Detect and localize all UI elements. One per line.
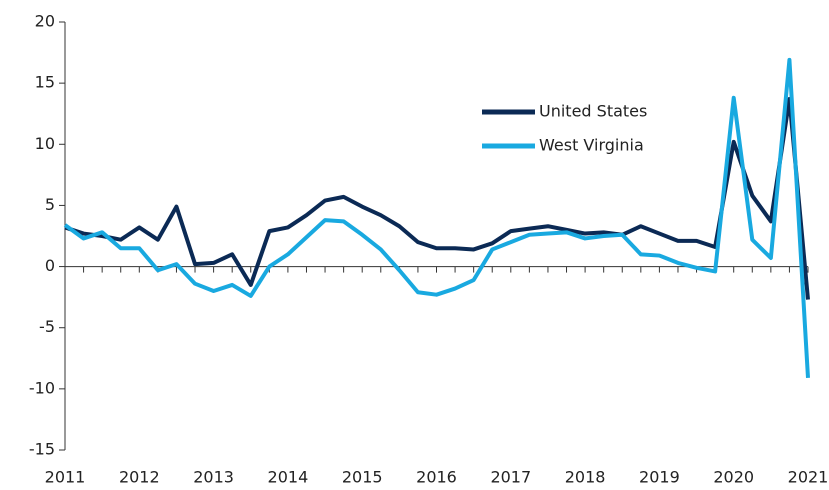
- series-line: [63, 57, 810, 378]
- y-tick-label: 0: [45, 256, 55, 275]
- x-tick-label: 2016: [416, 468, 457, 487]
- x-tick-label: 2014: [268, 468, 309, 487]
- x-tick-label: 2018: [565, 468, 606, 487]
- legend-label: United States: [539, 102, 647, 121]
- y-tick-label: 5: [45, 195, 55, 214]
- y-tick-label: 20: [35, 12, 55, 31]
- x-tick-label: 2012: [119, 468, 160, 487]
- y-tick-label: -15: [29, 440, 55, 459]
- y-tick-label: 15: [35, 73, 55, 92]
- legend-label: West Virginia: [539, 136, 644, 155]
- y-tick-label: -5: [39, 317, 55, 336]
- y-tick-label: 10: [35, 134, 55, 153]
- y-tick-label: -10: [29, 378, 55, 397]
- x-tick-label: 2015: [342, 468, 383, 487]
- x-tick-label: 2013: [193, 468, 234, 487]
- x-tick-label: 2019: [639, 468, 680, 487]
- x-tick-label: 2020: [713, 468, 754, 487]
- x-tick-label: 2017: [490, 468, 531, 487]
- series-line: [64, 97, 810, 300]
- x-tick-label: 2011: [45, 468, 86, 487]
- x-tick-label: 2021: [788, 468, 829, 487]
